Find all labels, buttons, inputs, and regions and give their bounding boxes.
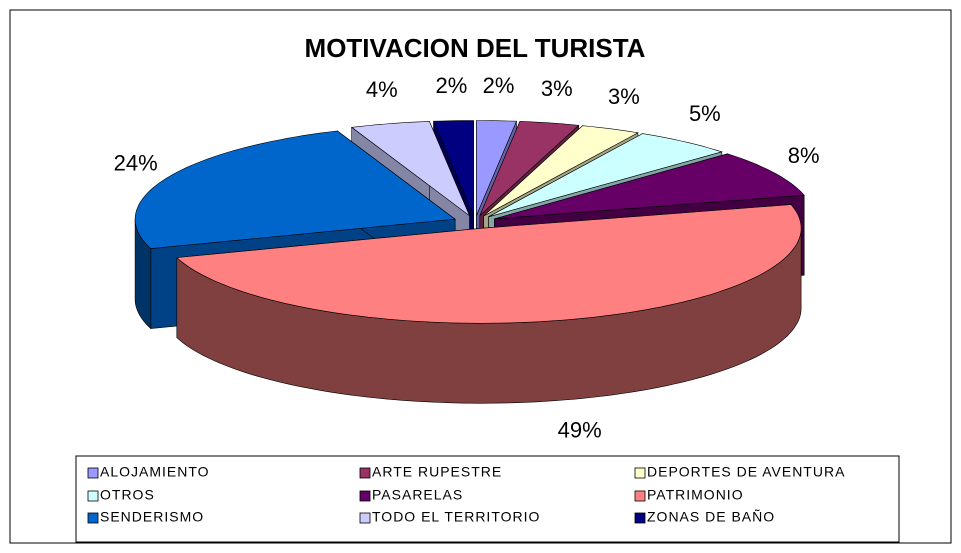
slice-top (134, 130, 456, 249)
data-label: 3% (541, 76, 573, 101)
slice-top (479, 121, 580, 216)
legend-label: PASARELAS (372, 487, 463, 503)
legend-label: PATRIMONIO (647, 487, 744, 503)
data-label: 49% (558, 417, 602, 442)
legend-swatch (634, 490, 646, 502)
legend-swatch (87, 467, 99, 479)
legend-label: OTROS (100, 487, 155, 503)
legend-swatch (87, 512, 99, 524)
data-label: 24% (114, 150, 158, 175)
data-label: 2% (483, 73, 515, 98)
legend-label: SENDERISMO (100, 509, 204, 525)
legend-box (75, 455, 900, 543)
data-label: 8% (788, 143, 820, 168)
legend-swatch (359, 490, 371, 502)
slice (176, 204, 802, 404)
legend-swatch (634, 512, 646, 524)
data-label: 4% (366, 77, 398, 102)
data-label: 3% (608, 84, 640, 109)
slice-top (483, 125, 639, 217)
slice-top (433, 120, 474, 216)
slice-top (176, 204, 802, 324)
legend-label: TODO EL TERRITORIO (372, 509, 540, 525)
slice-top (494, 153, 805, 220)
chart-title: MOTIVACION DEL TURISTA (305, 33, 646, 63)
slice-top (350, 121, 471, 217)
slice-top (476, 120, 517, 216)
legend-label: DEPORTES DE AVENTURA (647, 464, 845, 480)
legend-swatch (87, 490, 99, 502)
data-label: 5% (689, 101, 721, 126)
data-label: 2% (436, 73, 468, 98)
legend-swatch (634, 467, 646, 479)
legend-label: ARTE RUPESTRE (372, 464, 502, 480)
legend-swatch (359, 512, 371, 524)
slice-top (488, 133, 723, 218)
legend-label: ZONAS DE BAÑO (647, 509, 775, 525)
legend-label: ALOJAMIENTO (100, 464, 210, 480)
legend-swatch (359, 467, 371, 479)
